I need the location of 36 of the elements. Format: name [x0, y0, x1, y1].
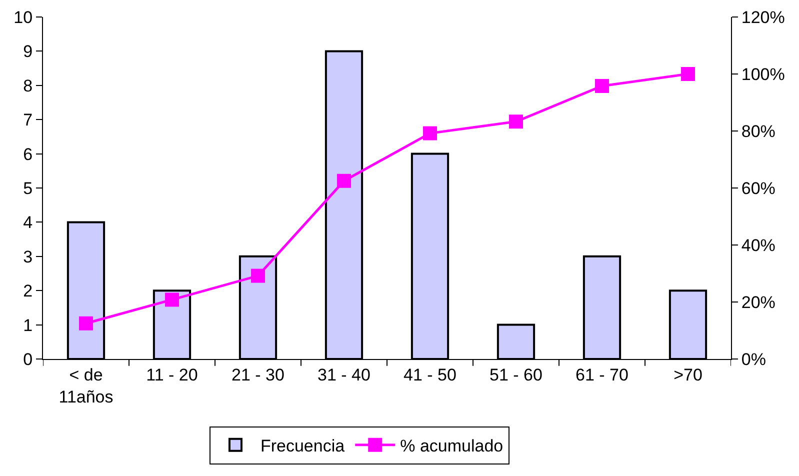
point — [337, 174, 351, 188]
x-tick-label: 31 - 40 — [318, 365, 370, 384]
point — [681, 67, 695, 81]
x-tick-label: 21 - 30 — [232, 365, 284, 384]
y-tick-label: 10 — [14, 8, 33, 27]
y2-tick-label: 0% — [741, 350, 766, 369]
y-tick-label: 3 — [23, 247, 33, 266]
point — [251, 268, 265, 283]
y-tick-label: 7 — [23, 110, 33, 130]
y2-tick-label: 120% — [741, 8, 785, 27]
x-tick-label: 61 - 70 — [576, 365, 628, 384]
y-tick-label: 2 — [23, 282, 33, 301]
x-tick-label: 11 - 20 — [146, 365, 198, 384]
y-tick-label: 0 — [23, 350, 33, 369]
x-tick-label: 51 - 60 — [490, 365, 542, 384]
y2-tick-label: 80% — [741, 122, 776, 141]
y-tick-label: 6 — [23, 144, 33, 164]
legend-label: % acumulado — [400, 436, 504, 456]
y2-tick-label: 60% — [741, 178, 776, 198]
y2-tick-label: 20% — [741, 292, 776, 312]
x-tick-label: >70 — [674, 365, 702, 384]
y2-tick-label: 40% — [741, 236, 776, 255]
point — [509, 114, 523, 129]
y-tick-label: 8 — [23, 76, 33, 96]
point — [595, 78, 609, 93]
y-tick-label: 1 — [23, 316, 33, 335]
x-tick-label: 41 - 50 — [404, 365, 456, 384]
y-tick-label: 9 — [23, 42, 33, 62]
x-tick-label: < de 11años — [58, 365, 114, 406]
legend-label: Frecuencia — [260, 436, 346, 456]
y2-tick-label: 100% — [741, 64, 785, 84]
point — [423, 126, 437, 140]
y-tick-label: 4 — [23, 213, 33, 232]
point — [79, 316, 93, 330]
point — [165, 292, 179, 307]
y-tick-label: 5 — [23, 178, 33, 198]
